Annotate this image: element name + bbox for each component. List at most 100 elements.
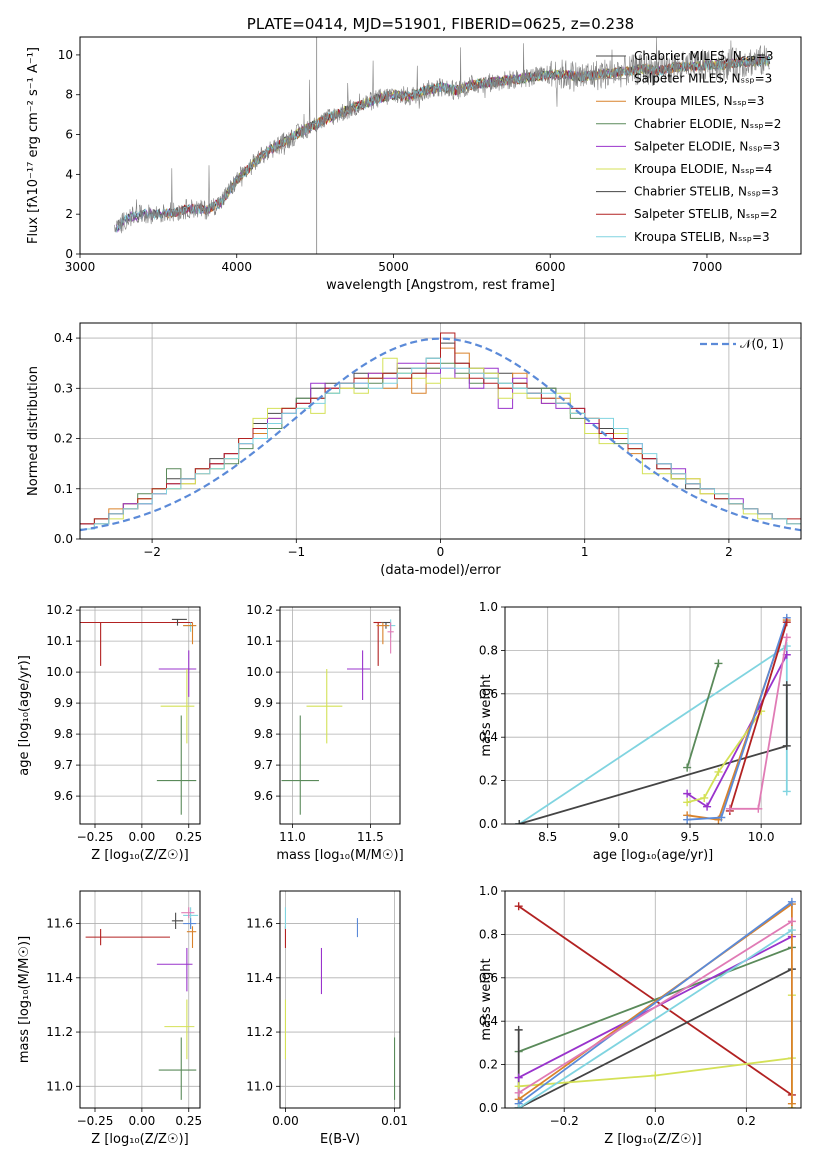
data-point-marker bbox=[782, 633, 791, 642]
data-point-marker bbox=[725, 804, 734, 813]
data-point-marker bbox=[703, 802, 712, 811]
axes-frame bbox=[79, 606, 201, 825]
y-tick-label: 0.0 bbox=[479, 817, 498, 831]
y-tick-label: 0.1 bbox=[54, 482, 73, 496]
axes-frame bbox=[504, 890, 802, 1109]
axes-frame bbox=[79, 322, 802, 540]
y-tick-label: 11.4 bbox=[46, 971, 73, 985]
legend-label: Kroupa ELODIE, Nₛₛₚ=4 bbox=[634, 162, 772, 176]
x-tick-label: 10.0 bbox=[748, 830, 775, 844]
panel-mass-vs-Z: −0.25 0.00 0.25 11.0 11.2 11.4 11.6 Z [log₁₀(Z/… bbox=[17, 890, 202, 1147]
plot-area bbox=[114, 37, 771, 254]
data-point-marker bbox=[717, 813, 726, 822]
y-tick-label: 0.3 bbox=[54, 381, 73, 395]
normal-reference-curve bbox=[80, 337, 801, 532]
x-axis-label: Z [log₁₀(Z/Z☉)] bbox=[604, 1132, 701, 1147]
x-tick-label: 1 bbox=[581, 545, 589, 559]
y-tick-label: 11.2 bbox=[246, 1025, 273, 1039]
plot-area bbox=[515, 613, 791, 824]
x-tick-label: 0.0 bbox=[646, 1114, 665, 1128]
legend-label: 𝒩(0, 1) bbox=[740, 337, 784, 351]
legend-label: Salpeter STELIB, Nₛₛₚ=2 bbox=[634, 207, 778, 221]
y-tick-label: 9.7 bbox=[54, 758, 73, 772]
y-tick-label: 0.2 bbox=[479, 774, 498, 788]
data-point-marker bbox=[683, 789, 692, 798]
panel-mass-weight-vs-Z: −0.2 0.0 0.2 0.0 0.2 0.4 0.6 0.8 1.0 Z [log₁₀(Z/Z… bbox=[479, 884, 802, 1147]
plot-area bbox=[514, 897, 796, 1108]
y-tick-label: 0.0 bbox=[54, 532, 73, 546]
plot-area bbox=[85, 907, 199, 1100]
panel-mass-vs-EBV: 0.00 0.01 11.0 11.2 11.4 11.6 E(B-V) bbox=[246, 890, 408, 1147]
axes-frame bbox=[504, 606, 802, 825]
y-tick-label: 10.1 bbox=[246, 634, 273, 648]
y-tick-label: 11.0 bbox=[246, 1079, 273, 1093]
data-point-marker bbox=[514, 902, 523, 911]
y-axis-label: mass weight bbox=[479, 958, 494, 1040]
chart-title: PLATE=0414, MJD=51901, FIBERID=0625, z=0… bbox=[247, 15, 634, 33]
y-tick-label: 0.4 bbox=[479, 1014, 498, 1028]
spectrum-observed-line bbox=[114, 37, 770, 234]
data-point-marker bbox=[683, 763, 692, 772]
y-tick-label: 9.7 bbox=[254, 758, 273, 772]
y-tick-label: 6 bbox=[65, 128, 73, 142]
y-axis-label: Normed distribution bbox=[26, 366, 41, 496]
y-tick-label: 0.2 bbox=[479, 1058, 498, 1072]
x-tick-label: 0.25 bbox=[175, 830, 202, 844]
x-axis-label: wavelength [Angstrom, rest frame] bbox=[326, 278, 555, 293]
x-axis-label: E(B-V) bbox=[320, 1132, 360, 1147]
y-axis-label: mass weight bbox=[479, 674, 494, 756]
y-tick-label: 9.6 bbox=[254, 789, 273, 803]
mass-weight-line bbox=[728, 621, 788, 812]
x-tick-label: −1 bbox=[287, 545, 305, 559]
x-tick-label: 11.5 bbox=[357, 830, 384, 844]
legend-label: Kroupa MILES, Nₛₛₚ=3 bbox=[634, 94, 764, 108]
axes-frame bbox=[79, 36, 802, 255]
y-tick-label: 8 bbox=[65, 88, 73, 102]
x-tick-label: 0.00 bbox=[129, 1114, 156, 1128]
y-tick-label: 10.2 bbox=[46, 603, 73, 617]
y-tick-label: 10.1 bbox=[46, 634, 73, 648]
legend-label: Chabrier ELODIE, Nₛₛₚ=2 bbox=[634, 117, 781, 131]
y-tick-label: 0 bbox=[65, 247, 73, 261]
data-point-marker bbox=[787, 1099, 796, 1108]
panel-mass-weight-vs-age: 8.5 9.0 9.5 10.0 0.0 0.2 0.4 0.6 0.8 1.0 age [log₁… bbox=[479, 600, 802, 863]
y-axis-label: mass [log₁₀(M/M☉)] bbox=[17, 936, 32, 1063]
y-tick-label: 10.0 bbox=[46, 665, 73, 679]
x-tick-label: 0.00 bbox=[129, 830, 156, 844]
y-tick-label: 0.8 bbox=[479, 927, 498, 941]
x-tick-label: 11.0 bbox=[279, 830, 306, 844]
plot-area bbox=[80, 332, 801, 532]
x-tick-label: 0.2 bbox=[737, 1114, 756, 1128]
y-tick-label: 10.2 bbox=[246, 603, 273, 617]
mass-weight-line bbox=[518, 946, 793, 1053]
y-tick-label: 0.8 bbox=[479, 643, 498, 657]
data-point-marker bbox=[787, 926, 796, 935]
data-point-marker bbox=[514, 1025, 523, 1034]
panel-spectrum: 3000 4000 5000 6000 7000 0 2 4 6 8 10 wavelength [A… bbox=[26, 15, 802, 293]
x-tick-label: 3000 bbox=[65, 260, 96, 274]
x-tick-label: 7000 bbox=[692, 260, 723, 274]
axes-frame bbox=[79, 890, 201, 1109]
data-point-marker bbox=[514, 1104, 523, 1108]
y-tick-label: 9.9 bbox=[54, 696, 73, 710]
y-tick-label: 2 bbox=[65, 207, 73, 221]
y-tick-label: 0.2 bbox=[54, 432, 73, 446]
panel-age-vs-Z: −0.25 0.00 0.25 9.6 9.7 9.8 9.9 10.0 10.1 10.2 Z [… bbox=[17, 603, 202, 863]
plot-area bbox=[80, 618, 197, 815]
x-axis-label: age [log₁₀(age/yr)] bbox=[593, 848, 714, 863]
axes-frame bbox=[279, 890, 401, 1109]
y-tick-label: 9.8 bbox=[254, 727, 273, 741]
data-point-marker bbox=[683, 815, 692, 824]
y-tick-label: 9.9 bbox=[254, 696, 273, 710]
x-tick-label: −0.2 bbox=[550, 1114, 579, 1128]
data-point-marker bbox=[787, 917, 796, 926]
y-tick-label: 0.6 bbox=[479, 971, 498, 985]
axes-frame bbox=[279, 606, 401, 825]
data-point-marker bbox=[782, 618, 791, 627]
mass-weight-line bbox=[686, 710, 762, 804]
x-tick-label: 5000 bbox=[378, 260, 409, 274]
y-tick-label: 0.0 bbox=[479, 1101, 498, 1115]
x-tick-label: 8.5 bbox=[538, 830, 557, 844]
y-tick-label: 1.0 bbox=[479, 600, 498, 614]
